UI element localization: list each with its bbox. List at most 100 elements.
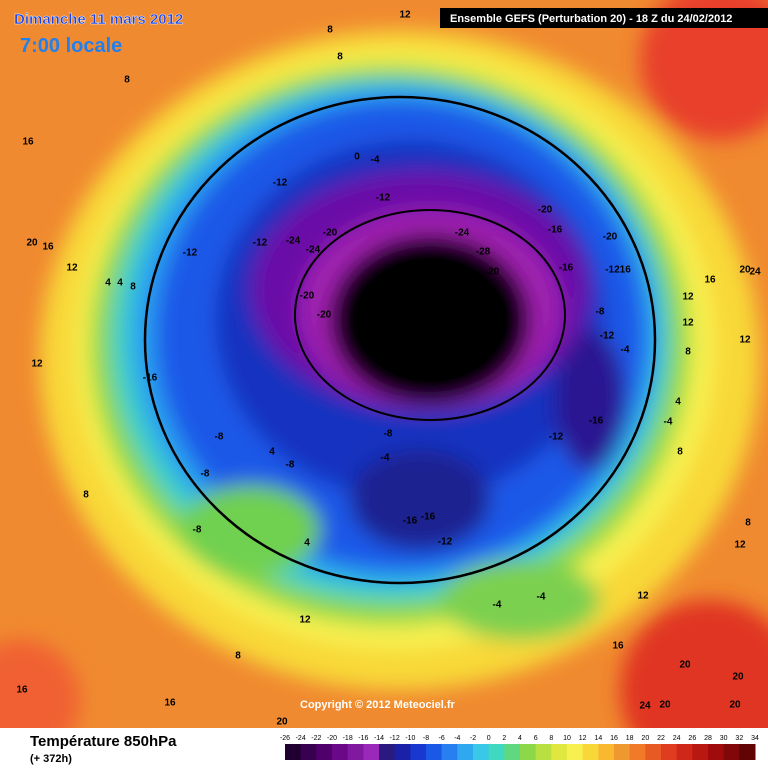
contour-label: 20 — [679, 660, 691, 671]
contour-label: 12 — [399, 10, 411, 21]
contour-label: -4 — [381, 453, 390, 464]
colorbar-label: 22 — [657, 735, 665, 742]
colorbar-label: -4 — [454, 735, 460, 742]
colorbar-label: 4 — [518, 735, 522, 742]
contour-label: 20 — [732, 672, 744, 683]
contour-label: 12 — [299, 615, 311, 626]
contour-label: -12 — [183, 248, 198, 259]
contour-label: 16 — [22, 137, 34, 148]
colorbar-swatch — [285, 744, 302, 760]
contour-label: 20 — [276, 717, 288, 728]
colorbar-swatch — [739, 744, 756, 760]
model-box — [440, 8, 768, 28]
colorbar-swatch — [551, 744, 568, 760]
contour-label: -20 — [538, 205, 553, 216]
colorbar-swatch — [520, 744, 537, 760]
colorbar-label: 16 — [610, 735, 618, 742]
contour-label: 12 — [637, 591, 649, 602]
colorbar-label: -20 — [327, 735, 337, 742]
contour-label: 16 — [164, 698, 176, 709]
contour-label: 8 — [124, 75, 130, 86]
contour-label: -4 — [621, 345, 630, 356]
contour-label: -12 — [600, 331, 615, 342]
colorbar-swatch — [676, 744, 693, 760]
colorbar-swatch — [394, 744, 411, 760]
contour-label: -16 — [589, 416, 604, 427]
contour-label: 12 — [682, 318, 694, 329]
colorbar-label: 12 — [579, 735, 587, 742]
colorbar-swatch — [629, 744, 646, 760]
colorbar-label: -16 — [358, 735, 368, 742]
contour-label: 12 — [31, 359, 43, 370]
colorbar-label: -10 — [405, 735, 415, 742]
model-text: Ensemble GEFS (Perturbation 20) - 18 Z d… — [450, 13, 732, 25]
colorbar-label: 10 — [563, 735, 571, 742]
contour-label: -12 — [376, 193, 391, 204]
colorbar-swatch — [457, 744, 474, 760]
colorbar: -26 -24 -22 -20 -18 -16 -14 -12 -10 -8 -6 -4 -2 0 2 4 6 8… — [280, 735, 759, 760]
colorbar-label: -2 — [470, 735, 476, 742]
contour-label: 20 — [26, 238, 38, 249]
contour-label: 8 — [685, 347, 691, 358]
colorbar-swatch — [614, 744, 631, 760]
colorbar-label: 0 — [487, 735, 491, 742]
colorbar-swatch — [441, 744, 458, 760]
contour-label: 8 — [337, 52, 343, 63]
contour-label: -12 — [253, 238, 268, 249]
contour-label: 8 — [235, 651, 241, 662]
contour-label: -16 — [403, 516, 418, 527]
contour-label: 8 — [745, 518, 751, 529]
colorbar-swatch — [661, 744, 678, 760]
contour-label: 24 — [639, 701, 651, 712]
contour-label: -20 — [603, 232, 618, 243]
contour-label: -16 — [143, 373, 158, 384]
colorbar-label: 26 — [688, 735, 696, 742]
contour-label: -20 — [323, 228, 338, 239]
contour-label: 20 — [739, 265, 751, 276]
colorbar-swatch — [473, 744, 490, 760]
colorbar-swatch — [426, 744, 443, 760]
contour-label: 4 — [117, 278, 123, 289]
contour-label: -8 — [596, 307, 605, 318]
colorbar-swatch — [723, 744, 740, 760]
colorbar-swatch — [645, 744, 662, 760]
contour-label: -12 — [438, 537, 453, 548]
zero-contour — [143, 95, 657, 585]
contour-label: 16 — [704, 275, 716, 286]
colorbar-swatch — [316, 744, 333, 760]
colorbar-label: 14 — [594, 735, 602, 742]
contour-label: 12 — [734, 540, 746, 551]
colorbar-swatch — [363, 744, 380, 760]
contour-label: -8 — [193, 525, 202, 536]
colorbar-label: -18 — [343, 735, 353, 742]
colorbar-swatch — [347, 744, 364, 760]
contour-label: 8 — [83, 490, 89, 501]
contour-label: 12 — [739, 335, 751, 346]
colorbar-label: -12 — [390, 735, 400, 742]
contour-label: -4 — [371, 155, 380, 166]
contour-label: -4 — [664, 417, 673, 428]
contour-label: -24 — [455, 228, 470, 239]
colorbar-swatch — [332, 744, 349, 760]
colorbar-label: 6 — [534, 735, 538, 742]
colorbar-label: -14 — [374, 735, 384, 742]
contour-label: -1216 — [605, 265, 631, 276]
contour-label: 12 — [66, 263, 78, 274]
contour-label: 20 — [659, 700, 671, 711]
date-text: Dimanche 11 mars 2012 — [14, 11, 183, 28]
contour-label: -12 — [273, 178, 288, 189]
contour-label: -8 — [201, 469, 210, 480]
contour-label: 12 — [682, 292, 694, 303]
contour-label: 0 — [354, 152, 360, 163]
colorbar-label: 30 — [720, 735, 728, 742]
colorbar-label: 24 — [673, 735, 681, 742]
colorbar-swatch — [567, 744, 584, 760]
colorbar-label: -26 — [280, 735, 290, 742]
colorbar-swatch — [708, 744, 725, 760]
contour-label: -20 — [317, 310, 332, 321]
colorbar-swatch — [410, 744, 427, 760]
colorbar-label: 28 — [704, 735, 712, 742]
contour-label: 4 — [675, 397, 681, 408]
